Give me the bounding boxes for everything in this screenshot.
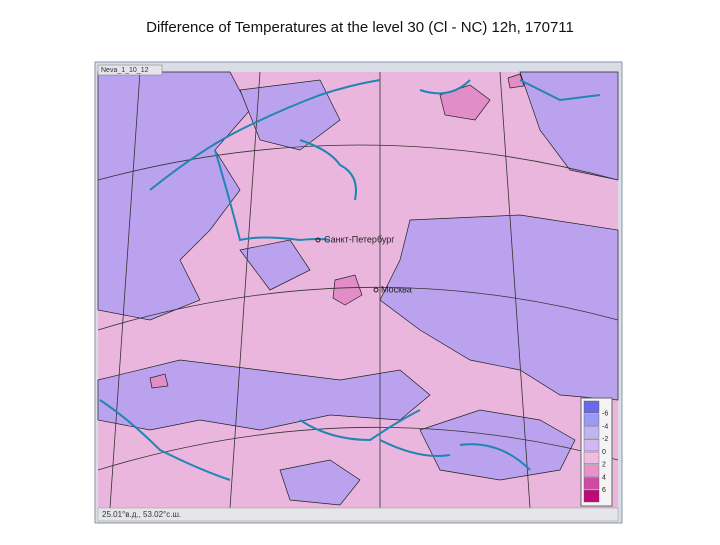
legend-label: 2 xyxy=(602,462,606,469)
legend-items: -6 -4 -2 0 2 4 6 xyxy=(583,400,608,503)
legend-swatch xyxy=(583,413,600,426)
legend-swatch xyxy=(583,426,600,439)
legend-label: 4 xyxy=(602,474,606,481)
legend-swatch xyxy=(583,464,600,477)
legend-swatch xyxy=(583,439,600,452)
legend-swatch xyxy=(583,451,600,464)
city-label: Москва xyxy=(381,284,412,294)
legend-label: -6 xyxy=(602,411,608,418)
purple-regions xyxy=(97,71,619,506)
legend-label: 6 xyxy=(602,487,606,494)
city-markers xyxy=(315,237,379,293)
status-text: 25.01°в.д., 53.02°с.ш. xyxy=(102,510,181,519)
city-label: Санкт-Петербург xyxy=(324,234,395,244)
legend-label: -4 xyxy=(602,423,608,430)
legend-label: -2 xyxy=(602,436,608,443)
legend-swatch xyxy=(583,477,600,490)
title: Difference of Temperatures at the level … xyxy=(146,19,574,36)
window-title: Neva_1_10_12 xyxy=(101,67,149,74)
graticule xyxy=(97,71,619,509)
coastlines xyxy=(99,79,601,481)
status-bar xyxy=(97,507,619,522)
legend-swatch xyxy=(583,490,600,503)
legend-label: 0 xyxy=(602,449,606,456)
pink-hotspots xyxy=(149,73,525,389)
window-tab xyxy=(97,64,163,76)
legend-swatch xyxy=(583,400,600,413)
